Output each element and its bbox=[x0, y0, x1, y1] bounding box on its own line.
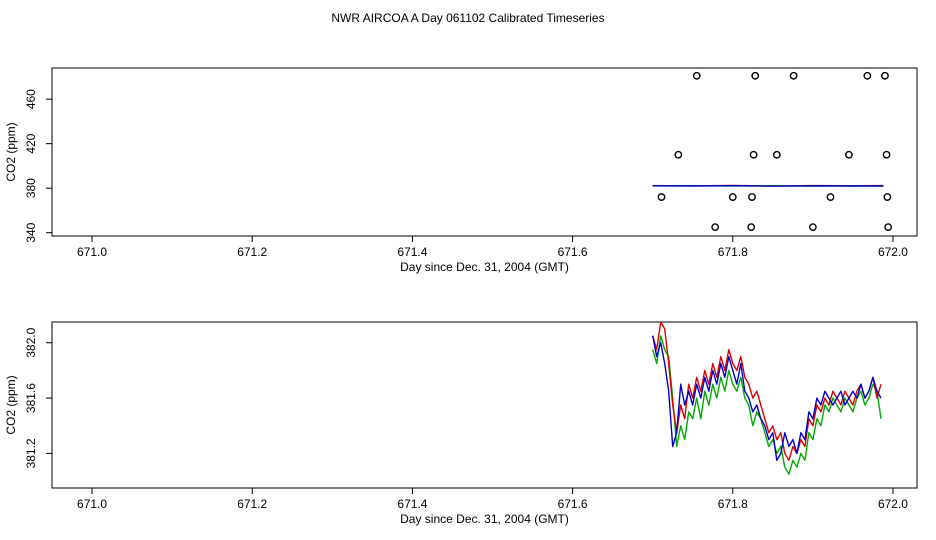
y-axis-label: CO2 (ppm) bbox=[4, 122, 18, 181]
plot-frame bbox=[51, 321, 918, 489]
plot-frame bbox=[51, 67, 918, 237]
y-tick-label: 380 bbox=[24, 178, 38, 198]
data-point bbox=[657, 193, 666, 201]
x-tick-label: 671.0 bbox=[77, 245, 107, 259]
data-point bbox=[747, 223, 756, 231]
x-axis-label: Day since Dec. 31, 2004 (GMT) bbox=[400, 512, 569, 526]
co2-scatter-panel: 671.0 671.2 671.4 671.6 671.8 672.0 Day since … bbox=[4, 67, 918, 274]
series-line bbox=[652, 335, 882, 461]
data-point bbox=[674, 150, 683, 159]
x-tick-label: 671.2 bbox=[237, 245, 267, 259]
x-tick-label: 672.0 bbox=[878, 245, 908, 259]
y-axis-label: CO2 (ppm) bbox=[4, 375, 18, 434]
y-tick-label: 340 bbox=[24, 222, 38, 242]
x-tick-label: 671.4 bbox=[397, 497, 427, 511]
data-point bbox=[789, 71, 798, 80]
series-line bbox=[652, 335, 882, 475]
data-point bbox=[883, 193, 892, 201]
data-point bbox=[845, 150, 853, 159]
y-tick-label: 460 bbox=[24, 89, 38, 109]
x-tick-label: 671.8 bbox=[718, 245, 748, 259]
x-tick-label: 671.0 bbox=[77, 497, 107, 511]
figure-title: NWR AIRCOA A Day 061102 Calibrated Times… bbox=[331, 11, 604, 25]
data-point bbox=[711, 223, 720, 231]
x-tick-label: 671.4 bbox=[397, 245, 427, 259]
data-point bbox=[881, 71, 889, 80]
data-point bbox=[749, 150, 758, 159]
x-tick-label: 672.0 bbox=[878, 497, 908, 511]
x-tick-label: 671.6 bbox=[558, 497, 588, 511]
data-point bbox=[692, 71, 701, 80]
data-point bbox=[808, 223, 817, 231]
data-point bbox=[884, 223, 893, 231]
x-axis-label: Day since Dec. 31, 2004 (GMT) bbox=[400, 260, 569, 274]
data-point bbox=[751, 71, 760, 80]
y-tick-label: 420 bbox=[24, 133, 38, 153]
data-point bbox=[728, 193, 737, 201]
x-tick-label: 671.8 bbox=[718, 497, 748, 511]
series-line bbox=[652, 184, 884, 187]
x-tick-label: 671.2 bbox=[237, 497, 267, 511]
y-tick-label: 381.6 bbox=[24, 383, 38, 413]
y-tick-label: 382.0 bbox=[24, 327, 38, 357]
data-point bbox=[772, 150, 781, 159]
data-point bbox=[748, 193, 756, 201]
data-point bbox=[863, 71, 872, 80]
y-tick-label: 381.2 bbox=[24, 438, 38, 468]
data-point bbox=[826, 193, 835, 201]
data-point bbox=[882, 150, 891, 159]
co2-line-panel: 671.0 671.2 671.4 671.6 671.8 672.0 Day since … bbox=[4, 321, 918, 526]
x-tick-label: 671.6 bbox=[558, 245, 588, 259]
